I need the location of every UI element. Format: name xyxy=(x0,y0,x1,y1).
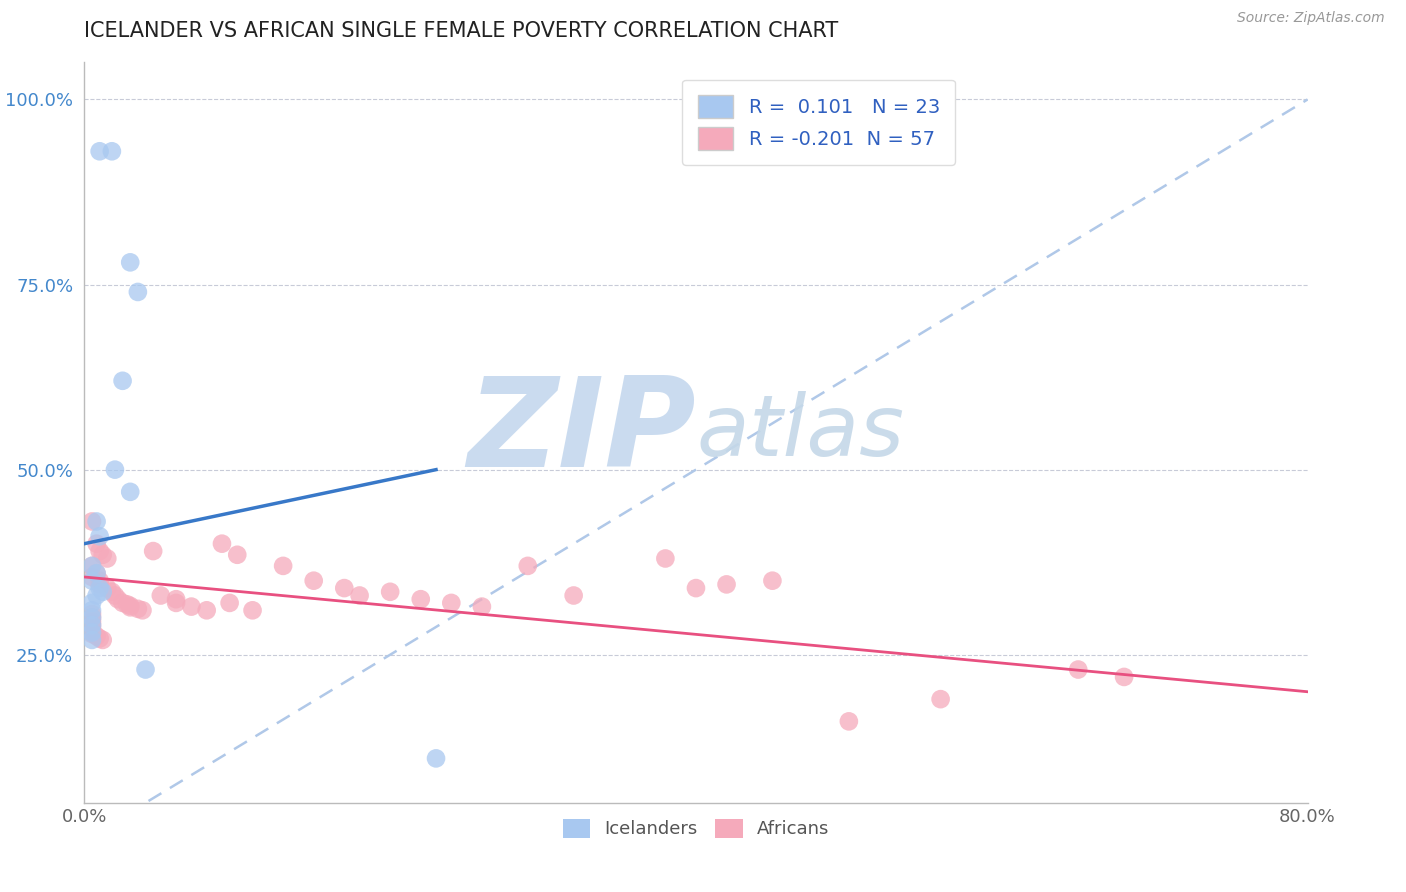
Point xyxy=(409,592,432,607)
Point xyxy=(425,751,447,765)
Point xyxy=(380,584,402,599)
Point xyxy=(80,622,103,636)
Point xyxy=(89,145,111,159)
Text: ICELANDER VS AFRICAN SINGLE FEMALE POVERTY CORRELATION CHART: ICELANDER VS AFRICAN SINGLE FEMALE POVER… xyxy=(84,21,838,41)
Point xyxy=(91,632,114,647)
Point xyxy=(716,577,738,591)
Point xyxy=(135,663,157,677)
Point xyxy=(80,558,103,573)
Point xyxy=(165,592,187,607)
Point xyxy=(127,285,149,299)
Point xyxy=(838,714,860,729)
Point xyxy=(111,596,134,610)
Point xyxy=(111,374,134,388)
Point xyxy=(1114,670,1136,684)
Point xyxy=(165,596,187,610)
Point xyxy=(80,615,103,629)
Point xyxy=(195,603,218,617)
Point xyxy=(89,632,111,646)
Point xyxy=(80,618,103,632)
Point xyxy=(89,529,111,543)
Point xyxy=(120,255,142,269)
Point xyxy=(120,599,142,613)
Point xyxy=(654,551,676,566)
Point xyxy=(86,515,108,529)
Point xyxy=(104,589,127,603)
Point xyxy=(104,462,127,476)
Point xyxy=(149,589,172,603)
Point xyxy=(120,484,142,499)
Text: Source: ZipAtlas.com: Source: ZipAtlas.com xyxy=(1237,11,1385,25)
Point xyxy=(80,625,103,640)
Point xyxy=(80,603,103,617)
Legend: Icelanders, Africans: Icelanders, Africans xyxy=(555,812,837,846)
Point xyxy=(440,596,463,610)
Point xyxy=(471,599,494,614)
Point xyxy=(302,574,325,588)
Point xyxy=(101,584,124,599)
Point xyxy=(96,581,118,595)
Point xyxy=(120,600,142,615)
Point xyxy=(115,598,138,612)
Point xyxy=(80,632,103,647)
Point xyxy=(242,603,264,617)
Point xyxy=(80,570,103,584)
Point xyxy=(86,566,108,581)
Point xyxy=(761,574,783,588)
Point xyxy=(86,629,108,643)
Point xyxy=(685,581,707,595)
Point xyxy=(226,548,249,562)
Point xyxy=(218,596,240,610)
Point xyxy=(80,610,103,624)
Point xyxy=(91,548,114,562)
Point xyxy=(516,558,538,573)
Point xyxy=(86,536,108,550)
Point xyxy=(929,692,952,706)
Point xyxy=(86,589,108,603)
Point xyxy=(80,610,103,624)
Point xyxy=(333,581,356,595)
Point xyxy=(80,574,103,588)
Point xyxy=(131,603,153,617)
Point xyxy=(80,558,103,573)
Point xyxy=(89,581,111,595)
Point xyxy=(80,607,103,621)
Point xyxy=(101,145,124,159)
Point xyxy=(80,618,103,632)
Point xyxy=(89,577,111,591)
Point xyxy=(142,544,165,558)
Point xyxy=(80,625,103,640)
Point xyxy=(89,544,111,558)
Point xyxy=(107,592,129,607)
Point xyxy=(80,515,103,529)
Point xyxy=(80,627,103,641)
Point xyxy=(89,574,111,588)
Point xyxy=(96,551,118,566)
Point xyxy=(86,566,108,581)
Point xyxy=(562,589,585,603)
Point xyxy=(1067,663,1090,677)
Point xyxy=(211,536,233,550)
Point xyxy=(127,602,149,616)
Text: atlas: atlas xyxy=(696,391,904,475)
Point xyxy=(349,589,371,603)
Point xyxy=(80,596,103,610)
Point xyxy=(180,599,202,614)
Point xyxy=(271,558,294,573)
Point xyxy=(91,584,114,599)
Text: ZIP: ZIP xyxy=(467,372,696,493)
